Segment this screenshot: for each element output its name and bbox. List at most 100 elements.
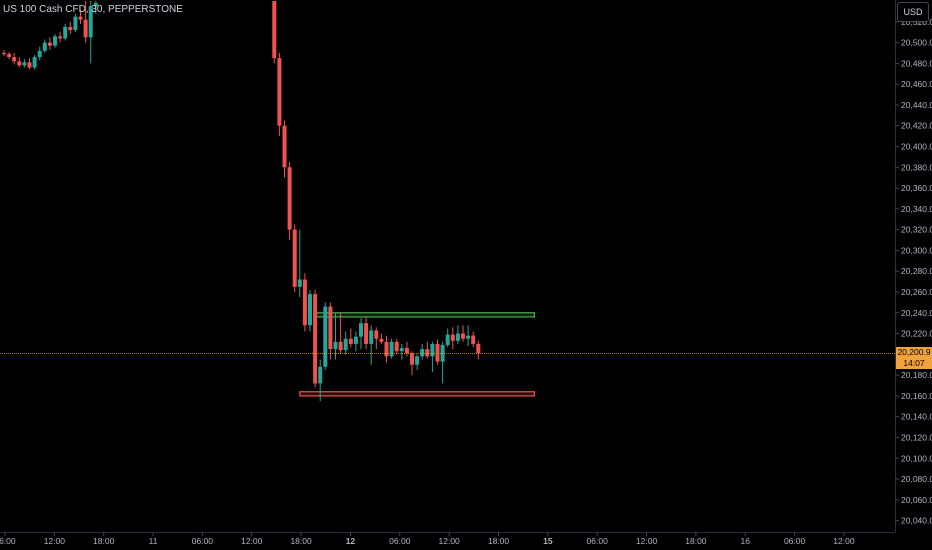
candle-body — [461, 333, 465, 339]
y-tick-label: 20,380.0 — [901, 162, 932, 172]
candle-body — [435, 343, 440, 362]
candle — [2, 49, 6, 57]
candle — [404, 341, 409, 357]
candle-body — [93, 3, 98, 7]
x-tick-label: 12:00 — [439, 536, 461, 546]
candle-body — [359, 323, 363, 337]
candle — [302, 273, 307, 332]
y-tick-label: 20,500.0 — [901, 38, 932, 48]
candle — [287, 162, 292, 241]
last-price-tag: 20,200.9 14:07 — [896, 347, 932, 369]
candle — [379, 333, 384, 344]
y-tick-label: 20,480.0 — [901, 58, 932, 68]
candle — [389, 338, 394, 359]
candle — [42, 39, 47, 53]
y-tick-label: 20,460.0 — [901, 79, 932, 89]
x-tick-label: 18:00 — [488, 536, 510, 546]
candle-body — [47, 42, 52, 46]
candle-body — [88, 6, 93, 38]
currency-button[interactable]: USD — [897, 2, 929, 22]
candle — [12, 52, 17, 65]
candle — [93, 1, 98, 14]
candle — [68, 21, 73, 35]
candle-body — [425, 349, 430, 357]
candle-body — [42, 42, 47, 51]
candles-layer — [2, 1, 481, 402]
candle-body — [63, 26, 68, 39]
candle-body — [302, 279, 307, 326]
y-tick-label: 20,300.0 — [901, 245, 932, 255]
candle — [430, 341, 435, 372]
candle — [455, 325, 460, 344]
candle-body — [353, 336, 358, 344]
candle — [338, 312, 343, 355]
candle — [435, 339, 440, 365]
candle-body — [364, 323, 369, 344]
y-tick-label: 20,260.0 — [901, 287, 932, 297]
x-tick-label: 06:00 — [587, 536, 609, 546]
candle — [369, 325, 374, 365]
candle-body — [338, 341, 343, 351]
candle-body — [277, 58, 282, 126]
candle-body — [292, 229, 297, 287]
candle — [27, 58, 32, 70]
resistance-zone-box[interactable] — [314, 312, 536, 318]
x-tick-label: 12:00 — [241, 536, 263, 546]
candle — [83, 1, 88, 43]
candle-body — [333, 341, 338, 350]
x-tick-label: 12:00 — [833, 536, 855, 546]
candle — [308, 289, 312, 332]
last-price-value: 20,200.9 — [897, 347, 931, 357]
candle — [333, 312, 338, 360]
candle — [22, 59, 27, 68]
candle — [343, 331, 348, 355]
candle-body — [313, 294, 318, 384]
candle — [466, 325, 471, 347]
chart-title: US 100 Cash CFD, 30, PEPPERSTONE — [3, 4, 183, 15]
candle — [17, 57, 22, 68]
candle-body — [374, 330, 379, 339]
y-tick-label: 20,280.0 — [901, 266, 932, 276]
candle-body — [68, 26, 73, 31]
candle — [445, 328, 450, 348]
candle-body — [17, 61, 22, 66]
support-zone-box[interactable] — [299, 391, 535, 397]
y-tick-label: 20,180.0 — [901, 370, 932, 380]
y-tick-label: 20,120.0 — [901, 432, 932, 442]
candle-body — [37, 50, 42, 58]
candle-body — [384, 341, 389, 357]
candle-body — [430, 343, 435, 357]
y-tick-label: 20,340.0 — [901, 204, 932, 214]
candle-body — [410, 353, 414, 365]
x-tick-label: 06:00 — [389, 536, 411, 546]
x-axis[interactable]: 06:00 12:00 18:00 11 06:00 12:00 18:00 12 06:00 1… — [0, 532, 855, 546]
candle-body — [22, 62, 27, 66]
candle — [450, 327, 455, 350]
candle-body — [369, 330, 374, 344]
candle — [73, 13, 78, 33]
x-tick-label: 12 — [346, 536, 356, 546]
x-tick-label: 18:00 — [93, 536, 115, 546]
y-tick-label: 20,220.0 — [901, 329, 932, 339]
x-tick-label: 12:00 — [636, 536, 658, 546]
candle — [277, 52, 282, 137]
candle — [292, 224, 297, 292]
y-tick-label: 20,240.0 — [901, 308, 932, 318]
candle — [348, 328, 353, 348]
candle-body — [455, 333, 460, 341]
candle — [78, 9, 83, 24]
candle — [461, 325, 465, 342]
candle-body — [450, 334, 455, 341]
y-tick-label: 20,160.0 — [901, 391, 932, 401]
candle — [323, 302, 328, 370]
candle — [282, 120, 287, 178]
candle — [297, 229, 302, 298]
candle — [37, 46, 42, 61]
candle — [47, 37, 52, 50]
candle-body — [287, 167, 292, 230]
candle — [394, 338, 399, 355]
candle — [63, 23, 68, 41]
candle — [420, 343, 425, 360]
